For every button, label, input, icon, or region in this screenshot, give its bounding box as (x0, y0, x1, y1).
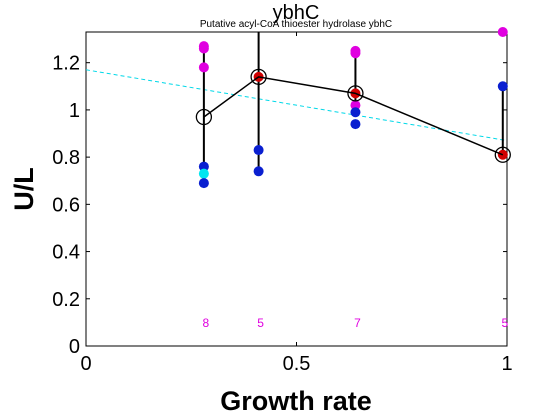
data-point (497, 27, 508, 37)
data-point (198, 161, 209, 172)
sample-count-label: 7 (354, 316, 361, 330)
data-point (350, 119, 361, 130)
x-tick-label: 1 (501, 353, 512, 375)
data-point (253, 145, 264, 156)
mean-marker (250, 68, 267, 86)
data-point (350, 107, 361, 118)
y-tick-label: 1 (69, 100, 80, 122)
data-point (497, 81, 508, 92)
chart-title: ybhC (273, 2, 320, 24)
mean-marker (494, 146, 511, 163)
y-tick-label: 1.2 (52, 53, 80, 75)
mean-line (195, 68, 511, 163)
x-tick-label: 0 (80, 353, 91, 375)
x-tick-label: 0.5 (283, 353, 311, 375)
data-point (350, 100, 361, 111)
chart-subtitle: Putative acyl-CoA thioester hydrolase yb… (200, 19, 392, 30)
y-tick-label: 0.2 (52, 289, 80, 311)
y-axis-label: U/L (9, 167, 39, 211)
x-axis-ticks: 0 0.5 1 (80, 32, 513, 375)
y-tick-label: 0.8 (52, 147, 80, 169)
mean-marker (347, 85, 364, 102)
mean-marker (195, 108, 213, 126)
sample-count-label: 5 (257, 316, 264, 330)
trend-line-segment (85, 69, 508, 142)
sample-count-label: 8 (203, 316, 210, 330)
data-point (198, 43, 209, 54)
mean-polyline (203, 76, 504, 156)
y-tick-label: 0.4 (52, 242, 80, 264)
data-point (350, 48, 361, 59)
data-point (198, 178, 209, 189)
y-tick-label: 0.6 (52, 194, 80, 216)
y-tick-label: 0 (69, 336, 80, 358)
y-axis-ticks: 0 0.2 0.4 0.6 0.8 1 1.2 (52, 53, 507, 358)
sample-count-label: 5 (501, 316, 508, 330)
plot-area (85, 31, 508, 347)
data-point (198, 62, 209, 73)
trend-line (85, 69, 508, 142)
sample-counts: 8 5 7 5 (203, 316, 509, 330)
data-point (253, 166, 264, 177)
data-point (198, 168, 209, 179)
x-axis-label: Growth rate (220, 386, 372, 416)
